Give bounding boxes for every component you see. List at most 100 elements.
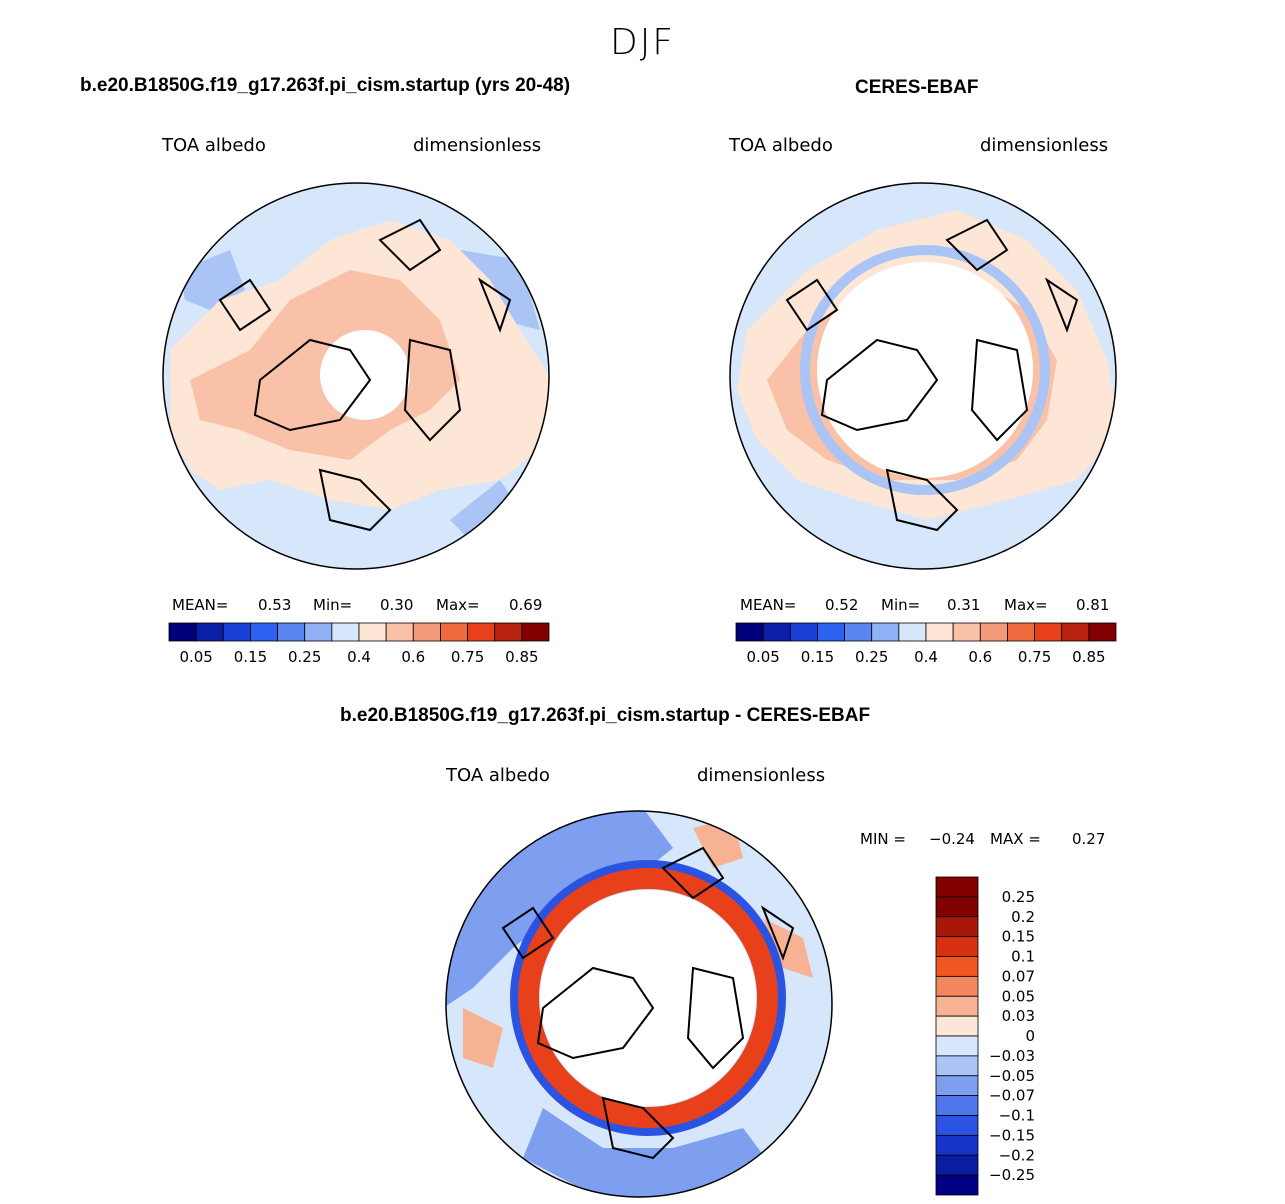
model-colorbar-tick-label: 0.4 [347, 648, 371, 666]
obs-colorbar-swatch [817, 622, 845, 642]
model-colorbar-swatch [168, 622, 197, 642]
diff-colorbar-tick-label: −0.2 [999, 1146, 1035, 1164]
model-min-value: 0.30 [380, 596, 414, 614]
diff-colorbar-tick-label: 0.05 [1002, 987, 1035, 1005]
diff-colorbar-swatch [935, 1174, 979, 1196]
model-colorbar-tick-label: 0.05 [179, 648, 212, 666]
model-polar-map [162, 182, 550, 570]
diff-colorbar-tick-label: 0.07 [1002, 967, 1035, 985]
model-colorbar-swatch [358, 622, 387, 642]
diff-colorbar-tick-label: −0.1 [999, 1107, 1035, 1125]
obs-colorbar-swatch [1061, 622, 1090, 642]
obs-colorbar-swatch [898, 622, 927, 642]
diff-min-value: −0.24 [929, 830, 975, 848]
diff-colorbar-swatch [935, 916, 979, 938]
obs-colorbar-tick-label: 0.15 [801, 648, 834, 666]
diff-colorbar-tick-label: −0.03 [989, 1047, 1035, 1065]
diff-colorbar-tick-label: 0.03 [1002, 1007, 1035, 1025]
model-colorbar-tick-label: 0.75 [451, 648, 484, 666]
diff-positive-ring [517, 867, 779, 1129]
model-colorbar-swatch [250, 622, 278, 642]
obs-colorbar-swatch [789, 622, 818, 642]
diff-units-label: dimensionless [697, 765, 826, 786]
diff-colorbar-swatch [935, 1015, 979, 1037]
diff-colorbar-tick-label: −0.25 [989, 1166, 1035, 1184]
model-max-label: Max= [436, 596, 480, 614]
model-colorbar-swatch [440, 622, 468, 642]
model-colorbar-swatch [385, 622, 414, 642]
model-mean-label: MEAN= [172, 596, 229, 614]
model-colorbar-swatch [494, 622, 523, 642]
diff-colorbar-tick-label: −0.05 [989, 1067, 1035, 1085]
diff-colorbar-tick-label: −0.07 [989, 1087, 1035, 1105]
diff-missing-data-polar-cap [540, 890, 756, 1106]
diff-colorbar-swatch [935, 1055, 979, 1077]
obs-colorbar-swatch [979, 622, 1008, 642]
model-colorbar-tick-label: 0.6 [401, 648, 425, 666]
diff-colorbar-swatch [935, 936, 979, 957]
diff-polar-map [445, 810, 833, 1198]
model-colorbar-swatch [467, 622, 496, 642]
obs-colorbar-swatch [762, 622, 791, 642]
model-colorbar: 0.050.150.250.40.60.750.850.95 [168, 622, 550, 666]
diff-coastlines [501, 846, 795, 1160]
diff-colorbar-tick-label: 0.25 [1002, 888, 1035, 906]
diff-map-border [445, 810, 833, 1198]
model-colorbar-tick-label: 0.25 [288, 648, 321, 666]
diff-colorbar-tick-label: 0.2 [1011, 908, 1035, 926]
obs-colorbar-tick-label: 0.4 [914, 648, 938, 666]
diff-colorbar: 0.25 0.2 0.15 0.10.07 0.05 0.03 0 −0.03 −0.05 −0.… [935, 876, 1035, 1196]
diff-colorbar-swatch [935, 995, 979, 1017]
obs-colorbar-swatch [844, 622, 873, 642]
obs-units-label: dimensionless [980, 135, 1109, 156]
obs-polar-map [729, 182, 1117, 570]
diff-colorbar-swatch [935, 1134, 979, 1156]
diff-colorbar-swatch [935, 896, 979, 918]
model-colorbar-swatch [277, 622, 306, 642]
diff-colorbar-tick-label: 0.15 [1002, 928, 1035, 946]
obs-colorbar-swatch [952, 622, 981, 642]
obs-colorbar-tick-label: 0.85 [1072, 648, 1105, 666]
diff-colorbar-swatch [935, 1115, 979, 1136]
model-max-value: 0.69 [509, 596, 543, 614]
obs-mean-label: MEAN= [740, 596, 797, 614]
model-map-border [162, 182, 550, 570]
diff-colorbar-swatch [935, 1154, 979, 1176]
model-colorbar-swatch [222, 622, 251, 642]
diff-colorbar-tick-label: 0.1 [1011, 948, 1035, 966]
obs-colorbar-tick-label: 0.75 [1018, 648, 1051, 666]
obs-min-label: Min= [881, 596, 921, 614]
diff-colorbar-swatch [935, 876, 979, 898]
model-colorbar-swatch [521, 622, 550, 642]
diff-variable-label: TOA albedo [446, 765, 550, 786]
model-colorbar-swatch [331, 622, 360, 642]
diff-max-label: MAX = [990, 830, 1041, 848]
obs-map-border [729, 182, 1117, 570]
diff-negative-ring [510, 860, 786, 1136]
model-colorbar-tick-label: 0.15 [234, 648, 267, 666]
diff-negative-region [446, 811, 773, 1197]
diff-colorbar-tick-label: 0 [1025, 1027, 1035, 1045]
obs-colorbar-tick-label: 0.25 [855, 648, 888, 666]
model-colorbar-tick-label: 0.85 [505, 648, 538, 666]
obs-min-value: 0.31 [947, 596, 981, 614]
model-colorbar-swatch [412, 622, 441, 642]
obs-colorbar-swatch [1007, 622, 1035, 642]
diff-max-value: 0.27 [1072, 830, 1106, 848]
obs-colorbar-swatch [925, 622, 954, 642]
model-colorbar-swatch [304, 622, 333, 642]
diff-panel-title: b.e20.B1850G.f19_g17.263f.pi_cism.startu… [340, 705, 871, 726]
obs-colorbar-swatch [871, 622, 900, 642]
obs-ring-artifact [800, 245, 1050, 495]
obs-max-label: Max= [1004, 596, 1048, 614]
obs-max-value: 0.81 [1076, 596, 1110, 614]
obs-missing-data-polar-cap [817, 262, 1033, 478]
obs-mean-value: 0.52 [825, 596, 859, 614]
model-mean-value: 0.53 [258, 596, 292, 614]
diff-colorbar-swatch [935, 1035, 979, 1057]
model-units-label: dimensionless [413, 135, 542, 156]
diff-colorbar-swatch [935, 956, 979, 977]
obs-colorbar: 0.050.150.250.40.60.750.850.95 [735, 622, 1117, 666]
model-panel-title: b.e20.B1850G.f19_g17.263f.pi_cism.startu… [80, 75, 571, 96]
diff-colorbar-swatch [935, 1095, 979, 1116]
